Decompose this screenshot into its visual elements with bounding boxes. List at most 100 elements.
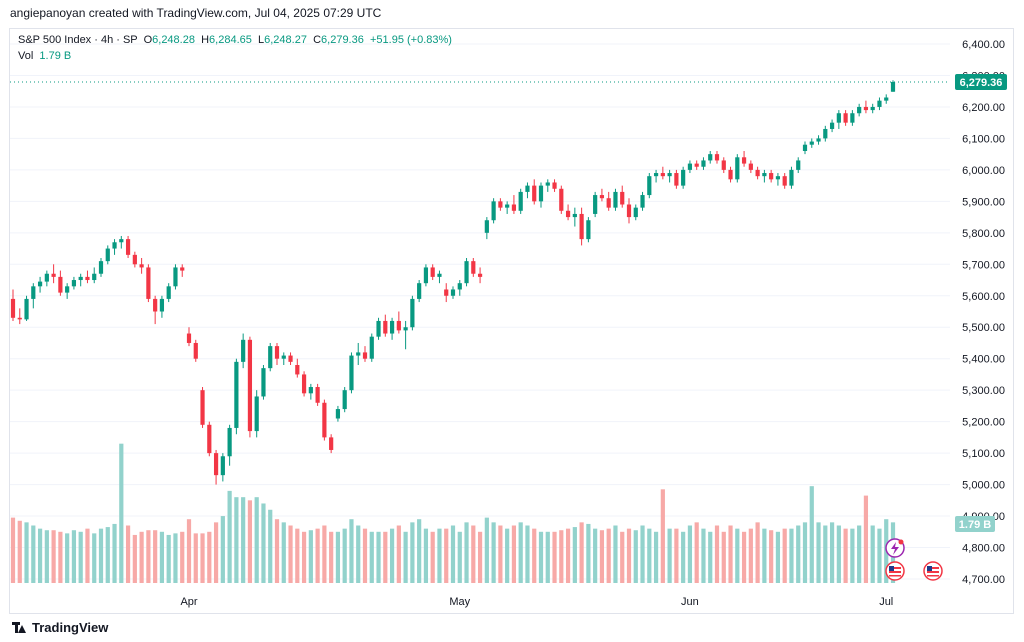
- candle[interactable]: [444, 283, 449, 303]
- candle[interactable]: [863, 100, 869, 114]
- candle[interactable]: [78, 273, 83, 287]
- candle[interactable]: [816, 135, 821, 145]
- candle[interactable]: [728, 166, 733, 183]
- candle[interactable]: [234, 358, 239, 435]
- candle[interactable]: [613, 188, 618, 211]
- candle[interactable]: [410, 295, 415, 331]
- candle[interactable]: [369, 333, 374, 362]
- candle[interactable]: [322, 399, 327, 441]
- candle[interactable]: [119, 235, 124, 249]
- candle[interactable]: [356, 342, 361, 365]
- candle[interactable]: [620, 185, 625, 208]
- candle[interactable]: [132, 251, 137, 268]
- candle[interactable]: [396, 311, 401, 334]
- candle[interactable]: [153, 295, 158, 325]
- candle[interactable]: [274, 342, 280, 365]
- candle[interactable]: [362, 346, 368, 362]
- candle[interactable]: [159, 295, 165, 318]
- candle[interactable]: [92, 267, 97, 284]
- candle[interactable]: [105, 245, 110, 265]
- candle[interactable]: [559, 185, 564, 214]
- candle[interactable]: [694, 160, 699, 170]
- candle[interactable]: [667, 169, 672, 183]
- candle[interactable]: [383, 314, 388, 337]
- candle[interactable]: [430, 264, 435, 281]
- candle[interactable]: [701, 157, 706, 170]
- candle[interactable]: [65, 283, 70, 299]
- candle[interactable]: [890, 80, 896, 92]
- candle[interactable]: [708, 151, 713, 164]
- event-markers[interactable]: [885, 538, 943, 581]
- candle[interactable]: [477, 267, 483, 284]
- candle[interactable]: [532, 179, 537, 205]
- candle[interactable]: [491, 198, 496, 224]
- candle[interactable]: [857, 103, 862, 117]
- candle[interactable]: [775, 173, 781, 186]
- candle[interactable]: [640, 191, 645, 211]
- candle[interactable]: [146, 264, 151, 303]
- candle[interactable]: [769, 169, 774, 183]
- candle[interactable]: [498, 198, 503, 211]
- candle[interactable]: [10, 289, 16, 321]
- candle[interactable]: [877, 97, 882, 111]
- candle[interactable]: [505, 201, 510, 214]
- candle[interactable]: [329, 434, 334, 454]
- candle[interactable]: [403, 320, 408, 350]
- candle[interactable]: [829, 119, 835, 133]
- candle[interactable]: [789, 166, 794, 189]
- candle[interactable]: [626, 198, 632, 224]
- candle[interactable]: [755, 166, 760, 180]
- candle[interactable]: [376, 317, 381, 340]
- candle[interactable]: [85, 270, 90, 284]
- candle[interactable]: [173, 264, 178, 290]
- candle[interactable]: [186, 327, 192, 347]
- candle[interactable]: [538, 182, 544, 208]
- candle[interactable]: [268, 342, 273, 372]
- candle[interactable]: [681, 166, 686, 189]
- candle[interactable]: [653, 169, 659, 183]
- candle[interactable]: [843, 110, 848, 126]
- candle[interactable]: [721, 157, 726, 174]
- candle[interactable]: [511, 195, 517, 214]
- candle[interactable]: [301, 371, 307, 397]
- candle[interactable]: [647, 173, 652, 199]
- candle[interactable]: [71, 276, 77, 290]
- candle[interactable]: [31, 283, 36, 309]
- candle[interactable]: [220, 453, 225, 482]
- candle[interactable]: [782, 173, 787, 189]
- candle[interactable]: [457, 280, 462, 296]
- candle[interactable]: [572, 207, 577, 227]
- candle[interactable]: [437, 270, 442, 284]
- candle[interactable]: [579, 207, 584, 246]
- candle[interactable]: [166, 283, 171, 303]
- candle[interactable]: [125, 235, 131, 258]
- candle[interactable]: [139, 258, 144, 274]
- candle[interactable]: [389, 317, 395, 340]
- candle[interactable]: [593, 191, 598, 218]
- candle[interactable]: [660, 166, 665, 180]
- candle[interactable]: [762, 169, 767, 183]
- candle[interactable]: [207, 421, 212, 457]
- candle[interactable]: [98, 258, 104, 277]
- candle[interactable]: [802, 141, 808, 155]
- candle[interactable]: [748, 160, 753, 174]
- candle[interactable]: [741, 151, 747, 167]
- candle[interactable]: [714, 151, 720, 164]
- candle[interactable]: [112, 239, 117, 255]
- candle[interactable]: [308, 383, 313, 400]
- candle[interactable]: [471, 258, 476, 277]
- candle[interactable]: [823, 125, 828, 142]
- candle[interactable]: [295, 358, 300, 378]
- candle[interactable]: [213, 449, 219, 485]
- candle[interactable]: [17, 308, 22, 325]
- candle[interactable]: [247, 336, 253, 438]
- candle[interactable]: [545, 179, 550, 192]
- candle[interactable]: [288, 352, 293, 365]
- candle[interactable]: [44, 270, 49, 287]
- candle[interactable]: [423, 264, 429, 287]
- candle[interactable]: [884, 94, 889, 104]
- candle[interactable]: [227, 424, 232, 466]
- candle[interactable]: [674, 169, 679, 189]
- candle[interactable]: [193, 339, 198, 362]
